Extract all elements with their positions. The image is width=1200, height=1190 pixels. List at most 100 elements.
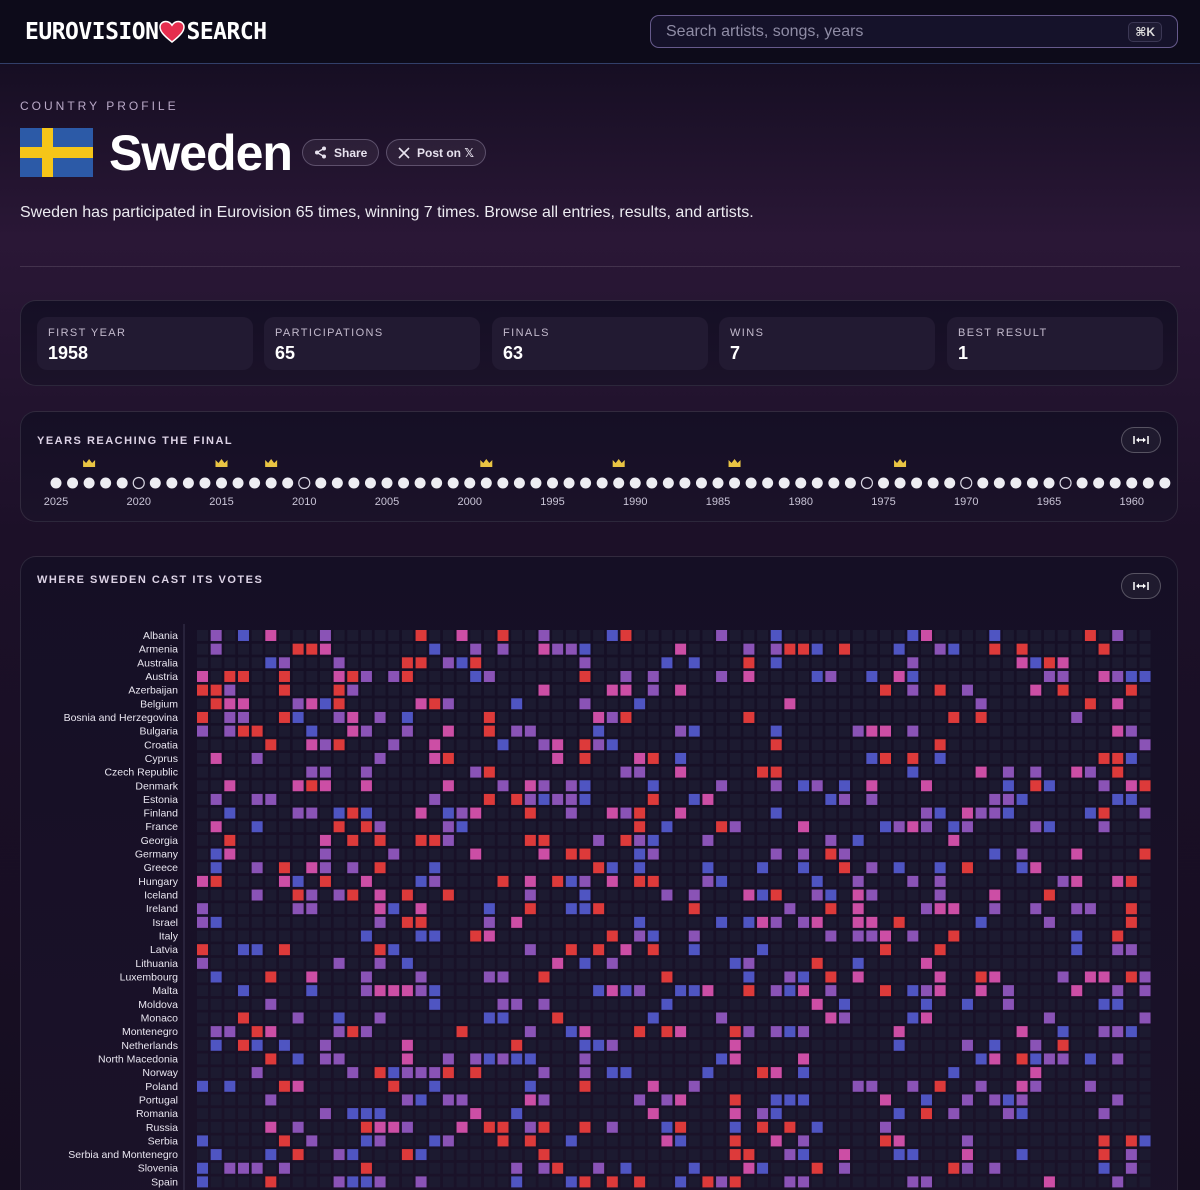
heatmap-cell[interactable] — [1098, 725, 1110, 737]
heatmap-cell[interactable] — [497, 807, 509, 819]
heatmap-cell[interactable] — [210, 711, 222, 723]
heatmap-cell[interactable] — [442, 711, 454, 723]
heatmap-cell[interactable] — [1112, 630, 1124, 641]
heatmap-cell[interactable] — [716, 766, 728, 778]
heatmap-cell[interactable] — [1125, 1053, 1137, 1065]
heatmap-cell[interactable] — [388, 889, 400, 901]
heatmap-cell[interactable] — [852, 1162, 864, 1174]
heatmap-cell[interactable] — [1057, 1067, 1069, 1079]
heatmap-cell[interactable] — [934, 1039, 946, 1051]
heatmap-cell[interactable] — [620, 1162, 632, 1174]
heatmap-cell[interactable] — [265, 711, 277, 723]
heatmap-cell[interactable] — [688, 1108, 700, 1120]
heatmap-cell[interactable] — [647, 684, 659, 696]
heatmap-cell[interactable] — [647, 971, 659, 983]
heatmap-cell[interactable] — [798, 670, 810, 682]
heatmap-cell[interactable] — [511, 1135, 523, 1147]
heatmap-cell[interactable] — [934, 944, 946, 956]
heatmap-cell[interactable] — [1125, 930, 1137, 942]
heatmap-cell[interactable] — [593, 821, 605, 833]
heatmap-cell[interactable] — [948, 1121, 960, 1133]
heatmap-cell[interactable] — [948, 793, 960, 805]
heatmap-cell[interactable] — [278, 752, 290, 764]
heatmap-cell[interactable] — [1016, 903, 1028, 915]
heatmap-cell[interactable] — [716, 821, 728, 833]
heatmap-cell[interactable] — [401, 739, 413, 751]
heatmap-cell[interactable] — [552, 834, 564, 846]
heatmap-cell[interactable] — [620, 889, 632, 901]
year-dot[interactable] — [993, 477, 1005, 489]
heatmap-cell[interactable] — [729, 711, 741, 723]
heatmap-cell[interactable] — [1043, 957, 1055, 969]
heatmap-cell[interactable] — [470, 1067, 482, 1079]
heatmap-cell[interactable] — [811, 1039, 823, 1051]
heatmap-cell[interactable] — [634, 1094, 646, 1106]
heatmap-cell[interactable] — [511, 630, 523, 641]
heatmap-cell[interactable] — [593, 1121, 605, 1133]
heatmap-cell[interactable] — [975, 807, 987, 819]
heatmap-cell[interactable] — [511, 1176, 523, 1188]
heatmap-cell[interactable] — [688, 643, 700, 655]
heatmap-cell[interactable] — [975, 862, 987, 874]
year-dot[interactable] — [414, 477, 426, 489]
year-dot[interactable] — [364, 477, 376, 489]
heatmap-cell[interactable] — [620, 807, 632, 819]
heatmap-cell[interactable] — [306, 1053, 318, 1065]
heatmap-cell[interactable] — [497, 1094, 509, 1106]
heatmap-cell[interactable] — [647, 1053, 659, 1065]
heatmap-cell[interactable] — [989, 684, 1001, 696]
heatmap-cell[interactable] — [579, 711, 591, 723]
heatmap-cell[interactable] — [688, 698, 700, 710]
heatmap-cell[interactable] — [852, 684, 864, 696]
heatmap-cell[interactable] — [1071, 1026, 1083, 1038]
heatmap-cell[interactable] — [1071, 957, 1083, 969]
heatmap-cell[interactable] — [442, 725, 454, 737]
heatmap-cell[interactable] — [470, 684, 482, 696]
heatmap-cell[interactable] — [524, 780, 536, 792]
heatmap-cell[interactable] — [360, 752, 372, 764]
heatmap-cell[interactable] — [675, 698, 687, 710]
heatmap-cell[interactable] — [1112, 985, 1124, 997]
heatmap-cell[interactable] — [907, 889, 919, 901]
heatmap-cell[interactable] — [511, 862, 523, 874]
heatmap-cell[interactable] — [401, 1067, 413, 1079]
heatmap-cell[interactable] — [1043, 821, 1055, 833]
heatmap-cell[interactable] — [197, 657, 208, 669]
heatmap-cell[interactable] — [456, 1149, 468, 1161]
heatmap-cell[interactable] — [661, 766, 673, 778]
heatmap-cell[interactable] — [1139, 752, 1151, 764]
heatmap-cell[interactable] — [265, 1067, 277, 1079]
heatmap-cell[interactable] — [907, 793, 919, 805]
year-dot[interactable] — [1026, 477, 1038, 489]
heatmap-cell[interactable] — [893, 903, 905, 915]
heatmap-cell[interactable] — [319, 944, 331, 956]
heatmap-cell[interactable] — [1002, 643, 1014, 655]
year-dot[interactable] — [530, 477, 542, 489]
heatmap-cell[interactable] — [197, 793, 208, 805]
heatmap-cell[interactable] — [702, 1053, 714, 1065]
heatmap-cell[interactable] — [1112, 725, 1124, 737]
heatmap-cell[interactable] — [224, 1067, 236, 1079]
heatmap-cell[interactable] — [989, 862, 1001, 874]
heatmap-cell[interactable] — [1057, 1176, 1069, 1188]
heatmap-cell[interactable] — [647, 657, 659, 669]
heatmap-cell[interactable] — [456, 1176, 468, 1188]
year-dot[interactable] — [497, 477, 509, 489]
heatmap-cell[interactable] — [606, 698, 618, 710]
heatmap-cell[interactable] — [210, 807, 222, 819]
heatmap-cell[interactable] — [989, 1108, 1001, 1120]
heatmap-cell[interactable] — [524, 903, 536, 915]
heatmap-cell[interactable] — [579, 1067, 591, 1079]
heatmap-cell[interactable] — [647, 793, 659, 805]
heatmap-cell[interactable] — [688, 684, 700, 696]
heatmap-cell[interactable] — [1030, 780, 1042, 792]
heatmap-cell[interactable] — [989, 725, 1001, 737]
heatmap-cell[interactable] — [620, 1135, 632, 1147]
heatmap-cell[interactable] — [579, 657, 591, 669]
heatmap-cell[interactable] — [1125, 711, 1137, 723]
heatmap-cell[interactable] — [620, 684, 632, 696]
heatmap-cell[interactable] — [934, 821, 946, 833]
heatmap-cell[interactable] — [798, 793, 810, 805]
heatmap-cell[interactable] — [989, 834, 1001, 846]
heatmap-cell[interactable] — [920, 916, 932, 928]
